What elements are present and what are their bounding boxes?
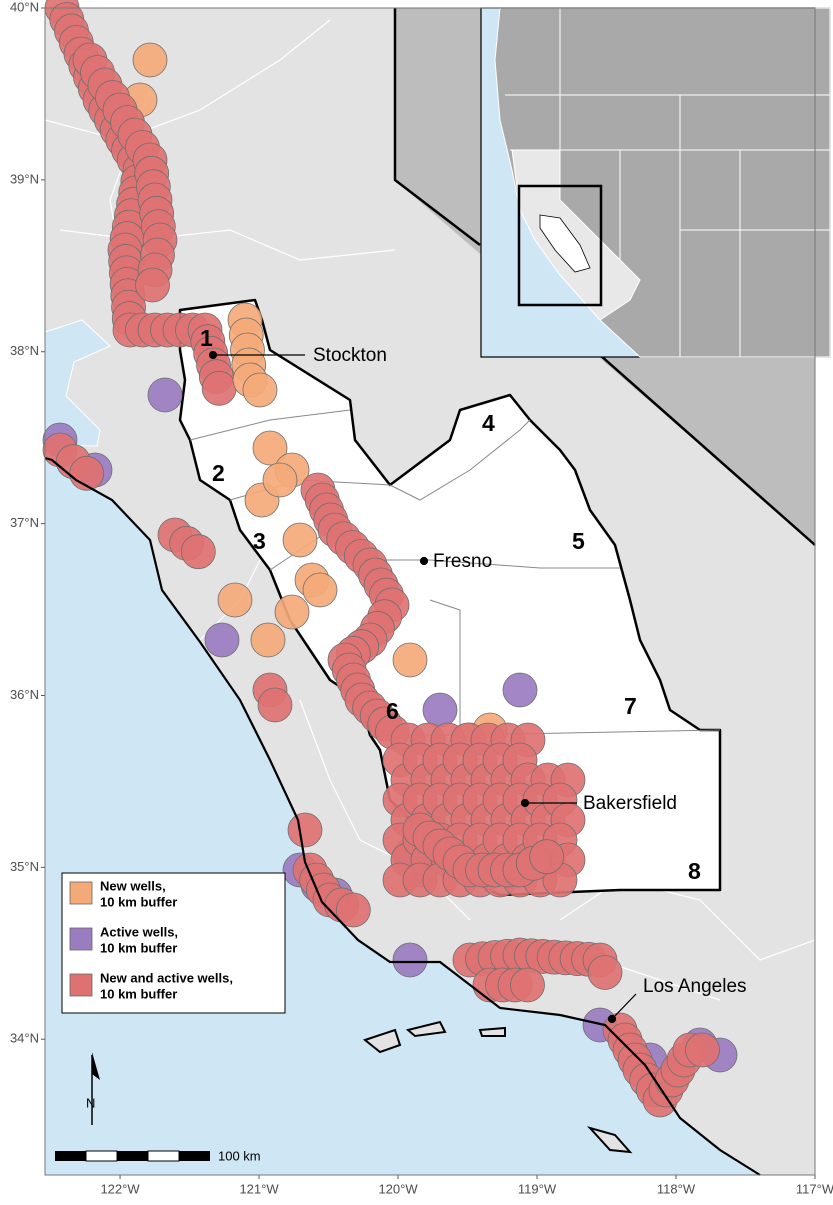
north-arrow bbox=[91, 1052, 100, 1125]
x-tick-label: 118°W bbox=[657, 1181, 696, 1196]
region-number: 6 bbox=[386, 698, 399, 724]
city-label: Fresno bbox=[433, 551, 492, 572]
y-tick-label: 35°N bbox=[10, 859, 39, 874]
state-border bbox=[393, 8, 816, 546]
well-buffer bbox=[282, 522, 318, 558]
y-tick-label: 37°N bbox=[10, 515, 39, 530]
well-buffer bbox=[335, 892, 371, 928]
well-buffer bbox=[180, 534, 216, 570]
city-label: Stockton bbox=[313, 345, 387, 366]
region-number: 8 bbox=[688, 858, 701, 884]
well-buffer bbox=[250, 622, 286, 658]
x-tick-label: 120°W bbox=[378, 1181, 418, 1196]
well-buffer bbox=[422, 692, 458, 728]
region-number: 4 bbox=[482, 410, 495, 436]
well-buffer bbox=[242, 372, 278, 408]
region-number: 5 bbox=[572, 528, 585, 554]
inset-map bbox=[480, 7, 831, 358]
well-buffer bbox=[392, 642, 428, 678]
legend-label: 10 km buffer bbox=[100, 894, 177, 909]
legend-label: New and active wells, bbox=[100, 970, 233, 985]
well-buffer bbox=[135, 267, 170, 303]
well-buffer bbox=[132, 42, 168, 78]
well-buffer bbox=[392, 942, 428, 978]
city-label: Los Angeles bbox=[643, 976, 747, 997]
legend-label: New wells, bbox=[100, 878, 166, 893]
y-tick-label: 39°N bbox=[10, 171, 39, 186]
y-tick-label: 36°N bbox=[10, 687, 39, 702]
x-tick-label: 117°W bbox=[796, 1181, 833, 1196]
x-tick-label: 121°W bbox=[239, 1181, 279, 1196]
north-label: N bbox=[86, 1095, 95, 1110]
islands bbox=[362, 1020, 633, 1154]
well-buffer bbox=[257, 687, 293, 723]
region-number: 7 bbox=[624, 693, 637, 719]
city-markers bbox=[208, 350, 637, 1024]
legend-label: 10 km buffer bbox=[100, 940, 177, 955]
study-region bbox=[178, 298, 722, 897]
region-number: 3 bbox=[253, 528, 266, 554]
well-buffer bbox=[274, 594, 310, 630]
scale-label: 100 km bbox=[218, 1148, 261, 1163]
well-buffer bbox=[587, 955, 623, 990]
city-label: Bakersfield bbox=[583, 793, 677, 814]
coastline bbox=[44, 456, 761, 1176]
legend-swatch bbox=[69, 927, 93, 951]
scale-bar bbox=[55, 1150, 210, 1162]
well-buffer bbox=[502, 672, 538, 708]
well-buffer bbox=[529, 839, 565, 875]
well-buffer bbox=[287, 812, 323, 848]
legend-swatch bbox=[69, 881, 93, 905]
well-buffer bbox=[302, 572, 338, 608]
legend-label: 10 km buffer bbox=[100, 986, 177, 1001]
well-buffer bbox=[147, 377, 183, 413]
region-number: 1 bbox=[200, 325, 213, 351]
region-number: 2 bbox=[212, 460, 225, 486]
well-buffer bbox=[510, 967, 545, 1003]
plot-frame bbox=[44, 7, 816, 1176]
legend-swatch bbox=[69, 973, 93, 997]
y-tick-label: 38°N bbox=[10, 343, 39, 358]
x-tick-label: 119°W bbox=[518, 1181, 557, 1196]
well-buffer bbox=[201, 370, 237, 406]
well-buffer bbox=[252, 430, 288, 466]
well-buffer bbox=[217, 582, 253, 618]
well-buffer bbox=[204, 622, 240, 658]
y-tick-label: 34°N bbox=[10, 1031, 39, 1046]
y-tick-label: 40°N bbox=[10, 0, 39, 14]
legend-label: Active wells, bbox=[100, 924, 178, 939]
well-buffer bbox=[685, 1032, 720, 1068]
well-buffer bbox=[262, 462, 298, 498]
well-buffers bbox=[42, 0, 738, 1118]
x-tick-label: 122°W bbox=[100, 1181, 140, 1196]
